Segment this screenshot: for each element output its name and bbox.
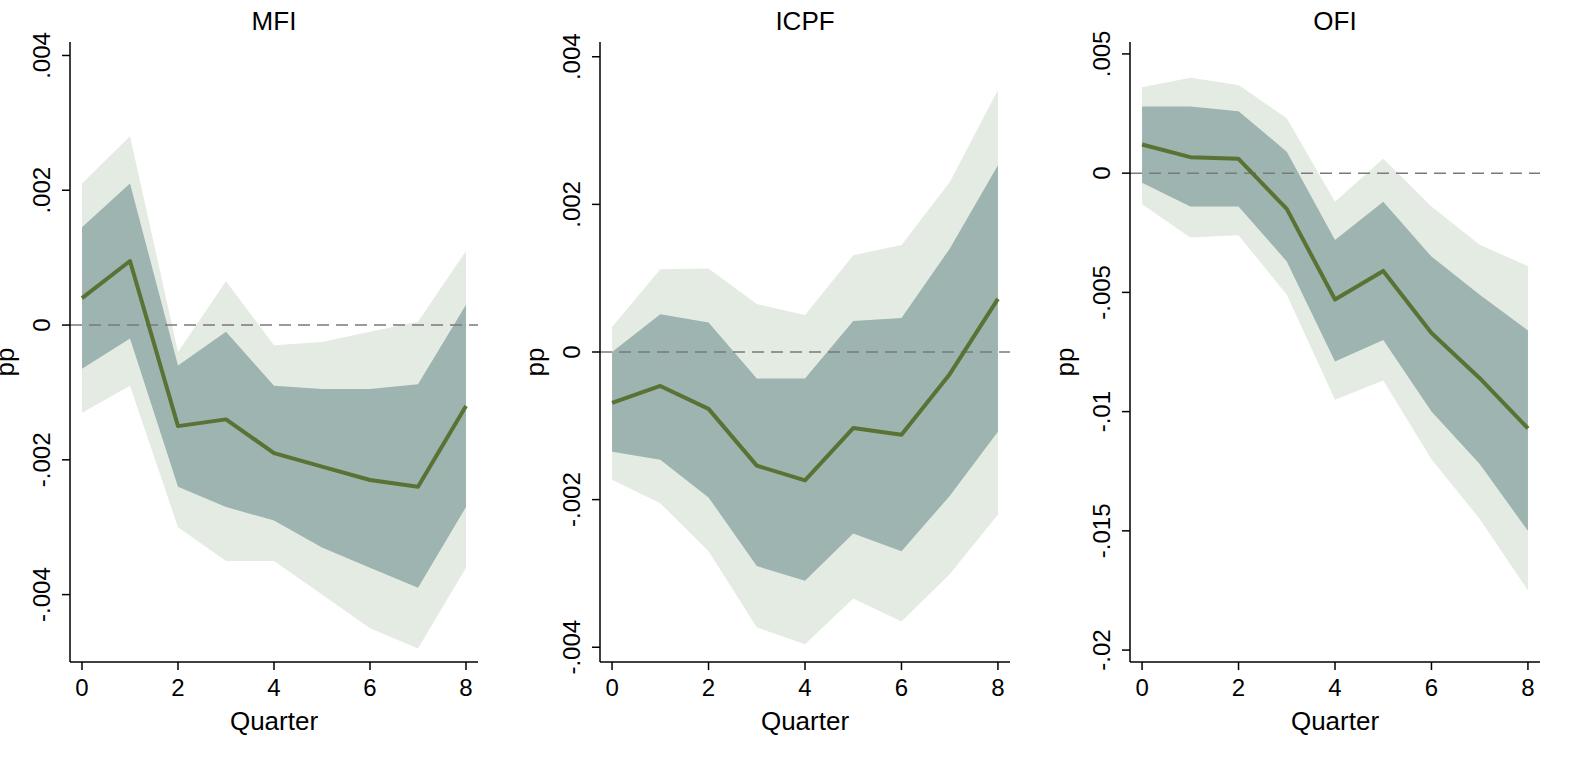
y-axis: [69, 42, 71, 662]
x-label: Quarter: [230, 706, 318, 736]
x-tick: [997, 662, 999, 670]
y-tick-label: -.004: [28, 567, 55, 622]
outer-band: [1142, 78, 1528, 591]
inner-band: [1142, 106, 1528, 530]
x-tick: [1238, 662, 1240, 670]
y-tick-label: -.01: [1088, 391, 1115, 432]
y-tick-label: .002: [558, 181, 585, 228]
x-tick: [1431, 662, 1433, 670]
x-tick: [81, 662, 83, 670]
y-tick-label: 0: [558, 345, 585, 358]
y-tick: [592, 646, 600, 648]
x-tick: [1527, 662, 1529, 670]
plot-area: [600, 90, 1010, 644]
y-tick: [1122, 530, 1130, 532]
y-tick-label: .004: [28, 32, 55, 79]
y-tick: [1122, 411, 1130, 413]
x-tick-label: 4: [1328, 674, 1341, 701]
x-tick-label: 2: [702, 674, 715, 701]
y-label: pp: [0, 348, 20, 377]
x-tick: [1334, 662, 1336, 670]
x-tick-label: 8: [1521, 674, 1534, 701]
x-tick-label: 2: [171, 674, 184, 701]
x-tick-label: 4: [267, 674, 280, 701]
inner-band: [82, 184, 466, 588]
y-tick-label: -.005: [1088, 265, 1115, 320]
y-tick-label: .002: [28, 167, 55, 214]
y-tick: [1122, 292, 1130, 294]
y-tick: [62, 459, 70, 461]
line: [1142, 145, 1528, 429]
line: [612, 299, 998, 481]
y-tick: [1122, 172, 1130, 174]
title: ICPF: [775, 6, 834, 36]
y-tick-label: -.02: [1088, 629, 1115, 670]
x-tick: [465, 662, 467, 670]
outer-band: [82, 136, 466, 648]
title: OFI: [1313, 6, 1356, 36]
x-tick-label: 6: [895, 674, 908, 701]
y-tick: [592, 204, 600, 206]
y-tick-label: .004: [558, 33, 585, 80]
y-tick: [592, 351, 600, 353]
plot-area: [70, 136, 478, 648]
line: [82, 261, 466, 487]
y-tick-label: -.004: [558, 620, 585, 675]
y-tick-label: -.002: [558, 472, 585, 527]
y-tick: [592, 56, 600, 58]
y-label: pp: [1050, 348, 1080, 377]
x-tick: [177, 662, 179, 670]
x-label: Quarter: [1291, 706, 1379, 736]
x-tick: [1141, 662, 1143, 670]
x-tick-label: 4: [798, 674, 811, 701]
panel: -.004 -.002 0 .002 .004 0 2 4 6 8 ICPF Quarter pp: [520, 6, 1010, 736]
panel: -.004 -.002 0 .002 .004 0 2 4 6 8 MFI Quarter pp: [0, 6, 478, 736]
x-tick-label: 8: [991, 674, 1004, 701]
y-tick: [592, 499, 600, 501]
figure: -.004-.0020.002.00402468MFIQuarterpp-.00…: [0, 0, 1592, 764]
y-label: pp: [520, 348, 550, 377]
outer-band: [612, 90, 998, 644]
y-tick: [62, 594, 70, 596]
x-tick: [369, 662, 371, 670]
x-tick-label: 2: [1232, 674, 1245, 701]
x-tick-label: 8: [459, 674, 472, 701]
y-tick: [1122, 53, 1130, 55]
x-tick-label: 0: [75, 674, 88, 701]
x-tick: [901, 662, 903, 670]
y-tick: [62, 324, 70, 326]
reference-line: [600, 351, 1010, 353]
x-label: Quarter: [761, 706, 849, 736]
y-tick-label: -.015: [1088, 503, 1115, 558]
y-tick: [62, 190, 70, 192]
y-tick-label: 0: [28, 318, 55, 331]
y-tick-label: -.002: [28, 432, 55, 487]
y-axis: [1129, 42, 1131, 662]
panel: -.02 -.015 -.01 -.005 0 .005 0 2 4 6 8 OFI Quarter pp: [1050, 6, 1540, 736]
x-tick: [708, 662, 710, 670]
x-tick: [804, 662, 806, 670]
inner-band: [612, 165, 998, 581]
y-tick: [1122, 649, 1130, 651]
x-tick-label: 6: [363, 674, 376, 701]
y-tick-label: .005: [1088, 31, 1115, 78]
title: MFI: [252, 6, 297, 36]
x-tick: [611, 662, 613, 670]
y-tick: [62, 55, 70, 57]
plot-area: [1130, 78, 1540, 591]
x-tick: [273, 662, 275, 670]
x-tick-label: 6: [1425, 674, 1438, 701]
y-tick-label: 0: [1088, 166, 1115, 179]
reference-line: [70, 324, 478, 326]
x-tick-label: 0: [605, 674, 618, 701]
x-tick-label: 0: [1135, 674, 1148, 701]
reference-line: [1130, 172, 1540, 174]
